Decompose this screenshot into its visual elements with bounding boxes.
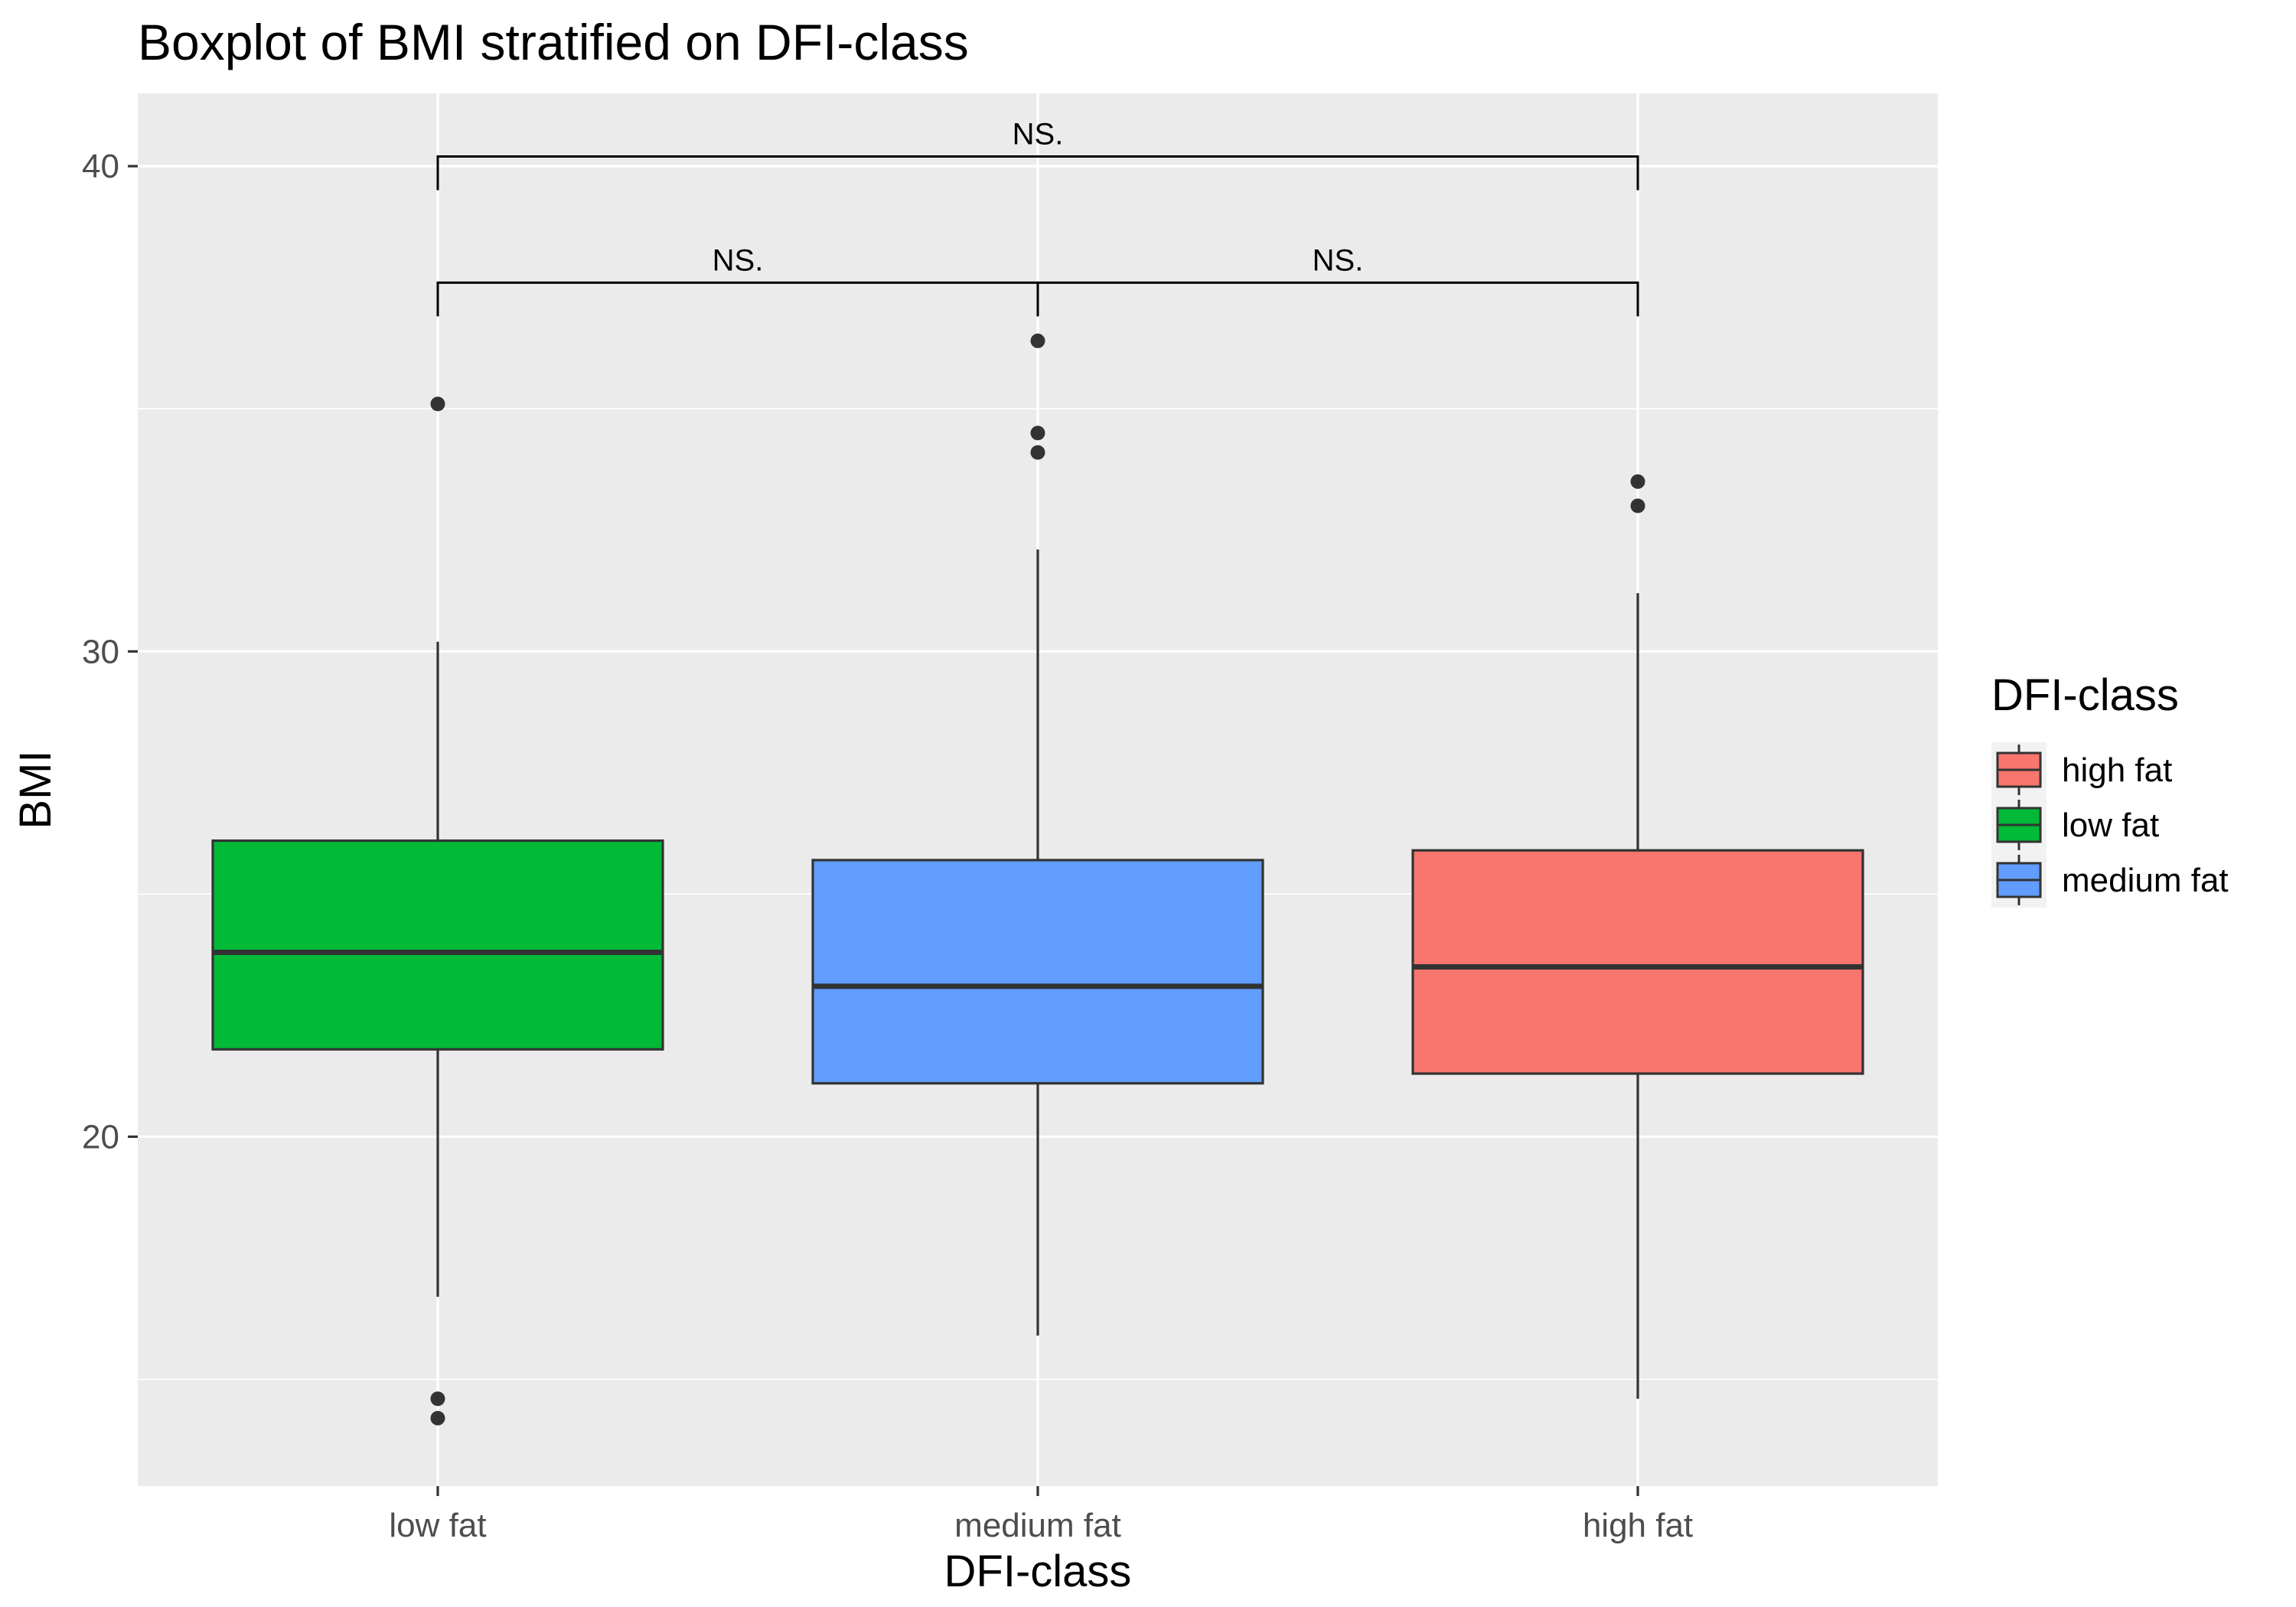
- box-low-fat: [211, 396, 664, 1426]
- outlier-point: [430, 1410, 445, 1426]
- bracket-line: [1036, 281, 1639, 317]
- chart-title: Boxplot of BMI stratified on DFI-class: [138, 14, 969, 70]
- x-tick-label: low fat: [389, 1507, 486, 1544]
- significance-brackets: NS. NS. NS.: [436, 117, 1639, 317]
- y-tick-label: 20: [82, 1118, 119, 1156]
- x-axis-title: DFI-class: [944, 1547, 1132, 1596]
- box-medium-fat: [811, 333, 1264, 1336]
- significance-bracket: NS.: [436, 117, 1639, 191]
- legend-label: medium fat: [2062, 862, 2229, 899]
- legend-title: DFI-class: [1991, 670, 2179, 720]
- legend-label: high fat: [2062, 751, 2172, 789]
- legend-item-medium-fat: medium fat: [1991, 852, 2229, 908]
- significance-label: NS.: [1013, 117, 1064, 151]
- box-iqr: [811, 859, 1264, 1085]
- bracket-line: [436, 155, 1639, 191]
- box-high-fat: [1411, 474, 1864, 1399]
- outlier-point: [1030, 425, 1045, 441]
- legend: DFI-class high fat low fat medium fat: [1991, 670, 2229, 908]
- legend-item-low-fat: low fat: [1991, 797, 2159, 852]
- x-tick-label: high fat: [1583, 1507, 1693, 1544]
- significance-bracket: NS.: [1036, 243, 1639, 317]
- legend-label: low fat: [2062, 807, 2159, 844]
- outlier-point: [1630, 498, 1645, 513]
- x-tick-label: medium fat: [954, 1507, 1121, 1544]
- box-iqr: [211, 839, 664, 1051]
- outlier-point: [1030, 445, 1045, 460]
- y-tick-label: 40: [82, 148, 119, 185]
- boxes: [211, 333, 1864, 1426]
- y-tick-label: 30: [82, 633, 119, 670]
- box-iqr: [1411, 849, 1864, 1075]
- significance-label: NS.: [713, 243, 764, 277]
- outlier-point: [430, 396, 445, 412]
- axes: 20 30 40 low fat medium fat high fat: [82, 148, 1693, 1544]
- significance-label: NS.: [1313, 243, 1364, 277]
- outlier-point: [1030, 333, 1045, 348]
- outlier-point: [1630, 474, 1645, 489]
- outlier-point: [430, 1391, 445, 1407]
- legend-item-high-fat: high fat: [1991, 742, 2172, 797]
- y-axis-title: BMI: [11, 750, 60, 829]
